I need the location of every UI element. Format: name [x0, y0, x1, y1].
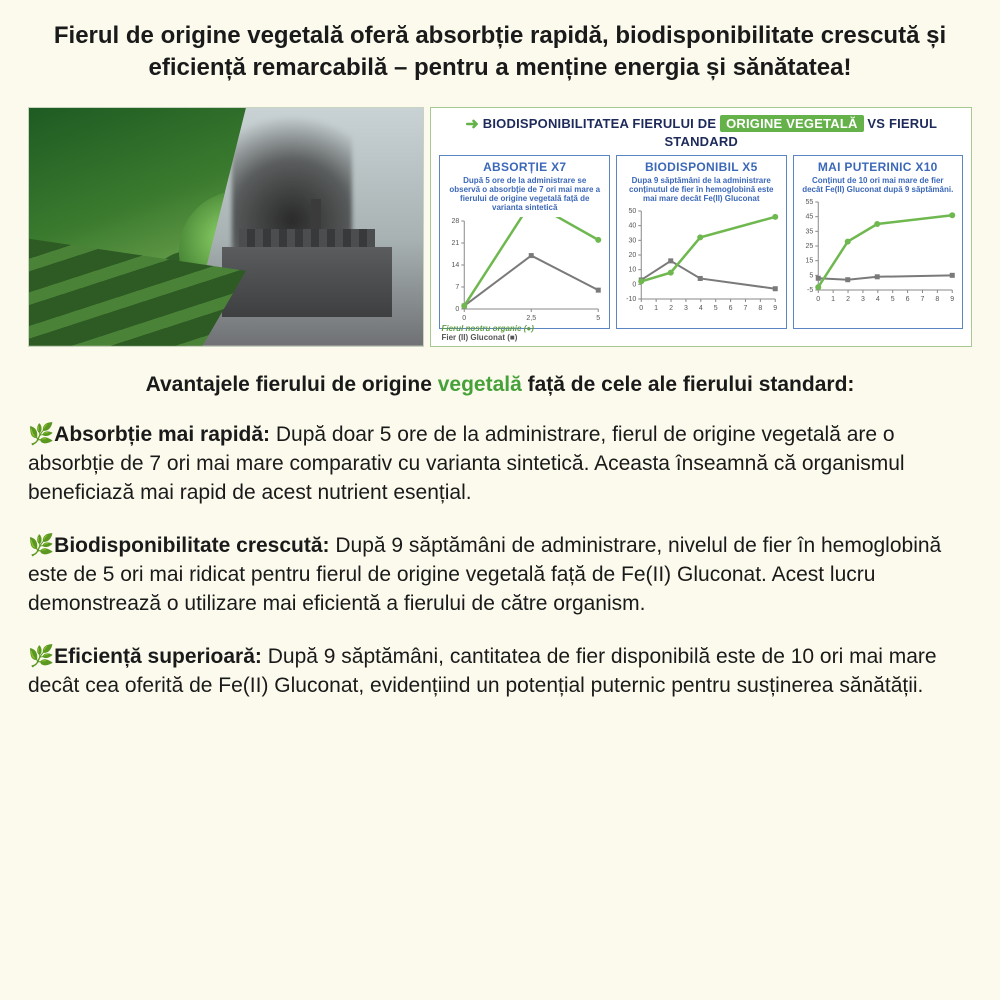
svg-text:14: 14: [452, 262, 460, 269]
svg-text:6: 6: [729, 305, 733, 312]
bullet-list: 🌿Absorbție mai rapidă: După doar 5 ore d…: [28, 421, 972, 701]
svg-text:7: 7: [456, 284, 460, 291]
svg-text:0: 0: [463, 315, 467, 322]
page-container: Fierul de origine vegetală oferă absorbț…: [0, 0, 1000, 745]
svg-text:7: 7: [920, 296, 924, 303]
mini-chart-title: ABSORȚIE X7: [444, 160, 605, 174]
mini-chart-title: BIODISPONIBIL X5: [621, 160, 782, 174]
svg-text:-10: -10: [626, 296, 636, 303]
bullet-item: 🌿Biodisponibilitate crescută: După 9 săp…: [28, 532, 972, 619]
svg-text:10: 10: [628, 267, 636, 274]
svg-text:4: 4: [875, 296, 879, 303]
mini-chart-svg: -10010203040500123456789: [621, 207, 782, 313]
arrow-icon: ➜: [465, 116, 479, 133]
chart-legend: Fierul nostru organic (●) Fier (II) Gluc…: [441, 324, 533, 343]
svg-text:0: 0: [632, 282, 636, 289]
svg-text:2: 2: [846, 296, 850, 303]
subheading: Avantajele fierului de origine vegetală …: [28, 373, 972, 397]
svg-text:45: 45: [805, 214, 813, 221]
mini-chart: MAI PUTERINIC X10 Conținut de 10 ori mai …: [793, 155, 964, 329]
legend-gray: Fier (II) Gluconat (■): [441, 333, 533, 343]
svg-text:0: 0: [816, 296, 820, 303]
svg-text:28: 28: [452, 218, 460, 225]
svg-text:5: 5: [809, 272, 813, 279]
svg-text:3: 3: [860, 296, 864, 303]
headline: Fierul de origine vegetală oferă absorbț…: [28, 20, 972, 85]
svg-text:0: 0: [639, 305, 643, 312]
mini-chart-svg: 0 7 14 21 28 0 2,5 5: [444, 217, 605, 323]
svg-text:9: 9: [950, 296, 954, 303]
svg-text:21: 21: [452, 240, 460, 247]
mini-chart-svg: -5515253545550123456789: [798, 198, 959, 304]
title-pre: BIODISPONIBILITATEA FIERULUI DE: [483, 116, 716, 131]
svg-text:55: 55: [805, 199, 813, 206]
svg-text:35: 35: [805, 228, 813, 235]
media-row: ➜ BIODISPONIBILITATEA FIERULUI DE ORIGIN…: [28, 107, 972, 347]
svg-text:50: 50: [628, 208, 636, 215]
svg-text:40: 40: [628, 223, 636, 230]
svg-text:20: 20: [628, 252, 636, 259]
svg-text:5: 5: [597, 315, 601, 322]
mini-chart-desc: Conținut de 10 ori mai mare de fier decâ…: [798, 176, 959, 194]
svg-text:2: 2: [669, 305, 673, 312]
svg-text:2,5: 2,5: [527, 315, 537, 322]
subhead-green: vegetală: [438, 373, 522, 396]
subhead-pre: Avantajele fierului de origine: [146, 373, 438, 396]
mini-chart-title: MAI PUTERINIC X10: [798, 160, 959, 174]
nature-vs-industry-image: [28, 107, 424, 347]
leaf-icon: 🌿: [28, 423, 54, 446]
chart-panel-title: ➜ BIODISPONIBILITATEA FIERULUI DE ORIGIN…: [439, 114, 963, 149]
svg-text:25: 25: [805, 243, 813, 250]
svg-text:1: 1: [831, 296, 835, 303]
mini-chart-desc: Dupa 9 săptămâni de la administrare conț…: [621, 176, 782, 204]
factory-icon: [222, 247, 392, 317]
svg-text:0: 0: [456, 306, 460, 313]
svg-text:9: 9: [773, 305, 777, 312]
chart-panel: ➜ BIODISPONIBILITATEA FIERULUI DE ORIGIN…: [430, 107, 972, 347]
bullet-item: 🌿Absorbție mai rapidă: După doar 5 ore d…: [28, 421, 972, 508]
svg-text:-5: -5: [807, 287, 813, 294]
bullet-title: Eficiență superioară:: [54, 645, 262, 668]
svg-text:8: 8: [935, 296, 939, 303]
leaf-icon: 🌿: [28, 534, 54, 557]
svg-text:7: 7: [744, 305, 748, 312]
leaf-icon: 🌿: [28, 645, 54, 668]
bullet-item: 🌿Eficiență superioară: După 9 săptămâni,…: [28, 643, 972, 701]
legend-green: Fierul nostru organic (●): [441, 324, 533, 334]
svg-text:8: 8: [758, 305, 762, 312]
charts-row: ABSORȚIE X7 După 5 ore de la administrare…: [439, 155, 963, 329]
svg-text:30: 30: [628, 238, 636, 245]
bullet-title: Absorbție mai rapidă:: [54, 423, 270, 446]
bullet-title: Biodisponibilitate crescută:: [54, 534, 329, 557]
svg-text:3: 3: [684, 305, 688, 312]
svg-text:15: 15: [805, 258, 813, 265]
svg-text:5: 5: [714, 305, 718, 312]
mini-chart-desc: După 5 ore de la administrare se observă…: [444, 176, 605, 213]
title-badge: ORIGINE VEGETALĂ: [720, 115, 864, 132]
mini-chart: ABSORȚIE X7 După 5 ore de la administrare…: [439, 155, 610, 329]
svg-text:1: 1: [654, 305, 658, 312]
svg-text:4: 4: [699, 305, 703, 312]
svg-text:6: 6: [905, 296, 909, 303]
svg-text:5: 5: [890, 296, 894, 303]
mini-chart: BIODISPONIBIL X5 Dupa 9 săptămâni de la a…: [616, 155, 787, 329]
subhead-post: față de cele ale fierului standard:: [522, 373, 855, 396]
